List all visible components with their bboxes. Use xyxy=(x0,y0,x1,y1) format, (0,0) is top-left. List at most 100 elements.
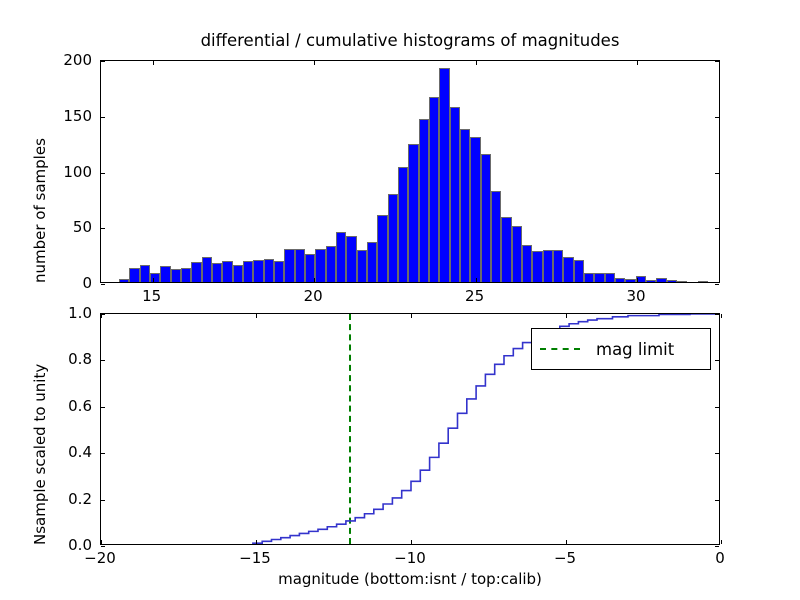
histogram-bar xyxy=(139,265,151,282)
y-tick-label: 0 xyxy=(82,274,92,292)
histogram-bar xyxy=(119,278,130,282)
legend-dash-swatch xyxy=(540,348,580,350)
histogram-bar xyxy=(480,153,492,282)
mag-limit-line xyxy=(349,314,351,544)
y-tick-label: 200 xyxy=(63,51,92,69)
histogram-bar xyxy=(697,280,709,282)
x-tick-mark xyxy=(721,540,722,544)
histogram-bar xyxy=(563,257,574,282)
y-tick-label: 0.2 xyxy=(68,489,92,508)
histogram-bar xyxy=(460,129,471,282)
histogram-bars xyxy=(101,61,719,282)
histogram-bar xyxy=(243,260,254,282)
histogram-bar xyxy=(511,226,523,282)
histogram-bar xyxy=(129,267,140,282)
cumulative-curve xyxy=(252,314,719,544)
histogram-bar xyxy=(408,143,419,282)
histogram-axes xyxy=(100,60,720,285)
histogram-bar xyxy=(470,137,481,282)
y-tick-mark xyxy=(101,284,105,285)
y-tick-mark xyxy=(715,499,719,501)
x-tick-label: −10 xyxy=(394,549,426,567)
histogram-bar xyxy=(615,277,626,282)
x-axis-title: magnitude (bottom:isnt / top:calib) xyxy=(278,570,542,588)
histogram-bar xyxy=(336,231,347,282)
histogram-bar xyxy=(305,254,316,282)
histogram-bar xyxy=(232,265,244,282)
histogram-bar xyxy=(150,273,161,282)
y-tick-mark xyxy=(715,284,719,285)
y-tick-mark xyxy=(101,116,105,118)
x-tick-mark xyxy=(101,314,102,318)
histogram-bar xyxy=(542,249,554,282)
histogram-bar xyxy=(356,249,368,282)
histogram-bar xyxy=(181,267,192,282)
x-tick-mark xyxy=(566,314,567,318)
y-tick-mark xyxy=(101,546,105,547)
x-tick-label: 25 xyxy=(465,287,485,305)
histogram-bar xyxy=(646,279,657,282)
histogram-bar xyxy=(284,248,295,282)
y-tick-mark xyxy=(715,172,719,174)
y-tick-mark xyxy=(101,228,105,230)
histogram-bar xyxy=(522,245,533,282)
y-tick-label: 100 xyxy=(63,162,92,181)
histogram-bar xyxy=(584,273,595,282)
x-tick-mark xyxy=(256,540,257,544)
x-tick-mark xyxy=(475,278,477,282)
histogram-bar xyxy=(253,259,264,282)
y-tick-label: 1.0 xyxy=(68,304,92,322)
x-tick-mark xyxy=(152,278,154,282)
y-tick-label: 0.0 xyxy=(68,536,92,554)
histogram-bar xyxy=(274,260,285,282)
histogram-bar xyxy=(377,215,388,282)
x-tick-mark xyxy=(637,278,639,282)
x-tick-label: 20 xyxy=(303,287,323,305)
x-tick-mark xyxy=(101,540,102,544)
x-tick-mark xyxy=(411,540,412,544)
histogram-bar xyxy=(439,67,450,282)
y-tick-mark xyxy=(715,546,719,547)
histogram-bar xyxy=(398,167,409,282)
x-tick-mark xyxy=(566,540,567,544)
x-tick-mark xyxy=(475,61,477,65)
x-tick-mark xyxy=(256,314,257,318)
y-tick-mark xyxy=(101,172,105,174)
y-tick-label: 50 xyxy=(72,218,92,237)
cumulative-axes: mag limit xyxy=(100,313,722,547)
y-tick-mark xyxy=(101,360,105,362)
y-tick-mark xyxy=(715,228,719,230)
histogram-bar xyxy=(367,241,378,282)
x-tick-mark xyxy=(721,314,722,318)
y-tick-mark xyxy=(715,360,719,362)
x-tick-label: −5 xyxy=(553,549,577,567)
histogram-bar xyxy=(635,276,647,282)
page-title: differential / cumulative histograms of … xyxy=(200,31,620,50)
histogram-bar xyxy=(212,263,223,282)
x-tick-mark xyxy=(152,61,154,65)
histogram-bar xyxy=(573,259,585,282)
histogram-bar xyxy=(666,279,678,282)
histogram-bar xyxy=(387,193,399,282)
y-tick-mark xyxy=(715,116,719,118)
y-tick-mark xyxy=(715,453,719,455)
cumulative-y-axis-title: Nsample scaled to unity xyxy=(31,363,49,545)
histogram-bar xyxy=(346,236,357,282)
y-tick-mark xyxy=(715,61,719,62)
x-tick-mark xyxy=(314,61,316,65)
legend-label: mag limit xyxy=(596,339,675,359)
histogram-bar xyxy=(418,119,430,282)
histogram-bar xyxy=(325,246,337,282)
histogram-bar xyxy=(315,248,326,282)
y-tick-mark xyxy=(101,314,105,315)
x-tick-mark xyxy=(411,314,412,318)
histogram-bar xyxy=(501,217,512,282)
histogram-bar xyxy=(449,106,461,282)
y-tick-label: 0.8 xyxy=(68,350,92,369)
histogram-bar xyxy=(532,250,543,282)
legend[interactable]: mag limit xyxy=(531,328,711,370)
cumulative-plot-area xyxy=(101,314,719,544)
histogram-bar xyxy=(429,96,440,282)
y-tick-label: 150 xyxy=(63,106,92,125)
